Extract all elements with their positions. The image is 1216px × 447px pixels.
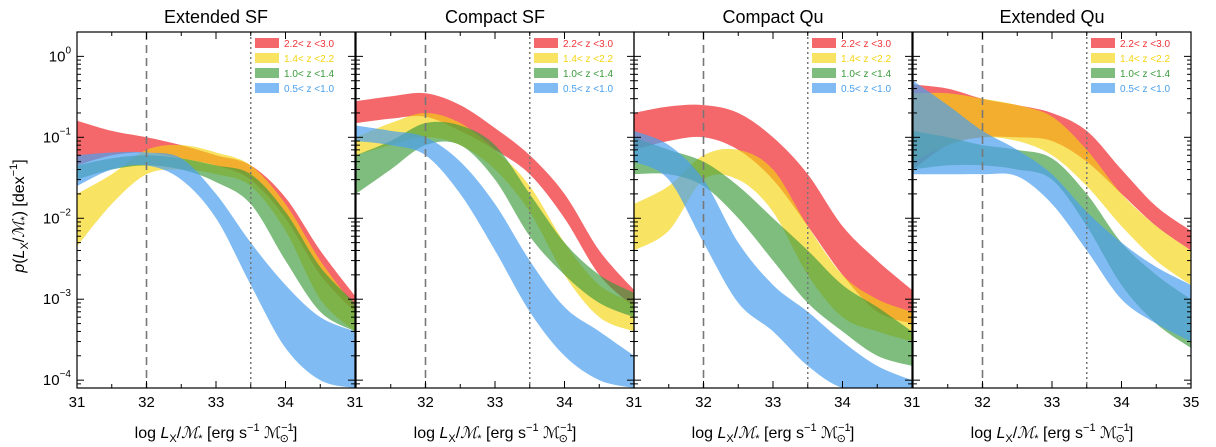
y-tick-label: 10−4	[43, 369, 72, 389]
legend-label-z-2.2-3.0: 2.2< z <3.0	[841, 39, 891, 50]
band-z-1.0-1.4	[77, 155, 355, 332]
y-tick-label: 10−2	[43, 207, 72, 227]
panel-3: Compact Qu 32 33 34 31 2.2< z <3.0 1.4< z <2.2…	[633, 7, 921, 445]
legend-swatch-z-1.0-1.4	[812, 68, 836, 78]
x-axis-title: log LX/ℳ* [erg s−1 ℳ−1 ⊙]	[414, 422, 577, 445]
legend-label-z-1.0-1.4: 1.0< z <1.4	[284, 69, 334, 80]
y-axis-title: p(LX/ℳ*) [dex−1]	[8, 159, 31, 273]
legend-label-z-0.5-1.0: 0.5< z <1.0	[284, 84, 334, 95]
y-tick-label: 10−3	[43, 288, 72, 308]
legend-swatch-z-2.2-3.0	[534, 38, 558, 48]
legend-swatch-z-0.5-1.0	[534, 83, 558, 93]
legend-swatch-z-1.4-2.2	[255, 53, 279, 63]
x-tick-label: 32	[417, 394, 434, 411]
band-z-0.5-1.0	[913, 80, 1191, 342]
x-tick-label: 34	[834, 394, 851, 411]
panel-bands	[634, 104, 912, 388]
panel-legend: 2.2< z <3.0 1.4< z <2.2 1.0< z <1.4 0.5< z …	[255, 38, 334, 95]
legend-swatch-z-1.0-1.4	[255, 68, 279, 78]
legend-label-z-1.0-1.4: 1.0< z <1.4	[841, 69, 891, 80]
panel-title: Compact Qu	[722, 7, 823, 27]
legend-swatch-z-2.2-3.0	[812, 38, 836, 48]
panel-legend: 2.2< z <3.0 1.4< z <2.2 1.0< z <1.4 0.5< z …	[812, 38, 891, 95]
panel-legend: 2.2< z <3.0 1.4< z <2.2 1.0< z <1.4 0.5< z …	[1091, 38, 1170, 95]
legend-swatch-z-2.2-3.0	[1091, 38, 1115, 48]
panel-bands	[77, 120, 355, 388]
legend-swatch-z-1.0-1.4	[534, 68, 558, 78]
x-tick-label: 33	[765, 394, 782, 411]
band-z-0.5-1.0	[356, 125, 634, 388]
legend-swatch-z-1.0-1.4	[1091, 68, 1115, 78]
x-tick-label: 34	[1113, 394, 1130, 411]
y-axis-title-text: p(LX/ℳ*) [dex−1]	[8, 159, 31, 273]
panel-title: Compact SF	[445, 7, 545, 27]
y-tick-label: 10−1	[43, 126, 72, 146]
panel-title: Extended SF	[164, 7, 268, 27]
panel-title: Extended Qu	[999, 7, 1104, 27]
x-axis-title: log LX/ℳ* [erg s−1 ℳ−1 ⊙]	[135, 422, 298, 445]
x-tick-label: 31	[904, 394, 921, 411]
legend-swatch-z-0.5-1.0	[812, 83, 836, 93]
panel-1: Extended SF 31 32 33 34 31 2.2< z <3.0 1.4< z <…	[69, 7, 364, 445]
x-tick-label: 33	[208, 394, 225, 411]
x-tick-label: 31	[347, 394, 364, 411]
x-tick-label: 32	[695, 394, 712, 411]
x-tick-label: 33	[487, 394, 504, 411]
legend-swatch-z-1.4-2.2	[1091, 53, 1115, 63]
legend-swatch-z-2.2-3.0	[255, 38, 279, 48]
x-tick-label: 32	[138, 394, 155, 411]
legend-swatch-z-1.4-2.2	[812, 53, 836, 63]
band-z-0.5-1.0	[77, 151, 355, 388]
x-tick-label: 34	[277, 394, 294, 411]
legend-label-z-2.2-3.0: 2.2< z <3.0	[563, 39, 613, 50]
legend-label-z-1.4-2.2: 1.4< z <2.2	[284, 54, 334, 65]
legend-label-z-2.2-3.0: 2.2< z <3.0	[284, 39, 334, 50]
legend-label-z-1.0-1.4: 1.0< z <1.4	[1120, 69, 1170, 80]
panel-legend: 2.2< z <3.0 1.4< z <2.2 1.0< z <1.4 0.5< z …	[534, 38, 613, 95]
x-axis-title: log LX/ℳ* [erg s−1 ℳ−1 ⊙]	[692, 422, 855, 445]
band-z-2.2-3.0	[356, 92, 634, 308]
x-tick-label: 35	[1183, 394, 1200, 411]
legend-swatch-z-0.5-1.0	[255, 83, 279, 93]
legend-swatch-z-0.5-1.0	[1091, 83, 1115, 93]
panel-4: Extended Qu 32 33 34 35 2.2< z <3.0 1.4< z <2.…	[912, 7, 1200, 445]
x-tick-label: 34	[556, 394, 573, 411]
band-z-2.2-3.0	[634, 104, 912, 324]
legend-label-z-0.5-1.0: 0.5< z <1.0	[841, 84, 891, 95]
x-tick-label: 33	[1044, 394, 1061, 411]
legend-swatch-z-1.4-2.2	[534, 53, 558, 63]
legend-label-z-1.4-2.2: 1.4< z <2.2	[563, 54, 613, 65]
panel-bands	[913, 80, 1191, 348]
legend-label-z-2.2-3.0: 2.2< z <3.0	[1120, 39, 1170, 50]
x-axis-title: log LX/ℳ* [erg s−1 ℳ−1 ⊙]	[971, 422, 1134, 445]
panel-bands	[356, 92, 634, 388]
x-tick-label: 32	[974, 394, 991, 411]
panel-2: Compact SF 32 33 34 31 2.2< z <3.0 1.4< z <2.2…	[355, 7, 643, 445]
x-tick-label: 31	[69, 394, 86, 411]
legend-label-z-1.4-2.2: 1.4< z <2.2	[1120, 54, 1170, 65]
legend-label-z-1.4-2.2: 1.4< z <2.2	[841, 54, 891, 65]
band-z-1.0-1.4	[634, 137, 912, 366]
legend-label-z-0.5-1.0: 0.5< z <1.0	[563, 84, 613, 95]
y-tick-labels: 100 10−1 10−2 10−3 10−4	[43, 45, 72, 389]
legend-label-z-0.5-1.0: 0.5< z <1.0	[1120, 84, 1170, 95]
x-tick-label: 31	[626, 394, 643, 411]
y-tick-label: 100	[49, 45, 72, 65]
band-z-1.0-1.4	[356, 121, 634, 318]
legend-label-z-1.0-1.4: 1.0< z <1.4	[563, 69, 613, 80]
